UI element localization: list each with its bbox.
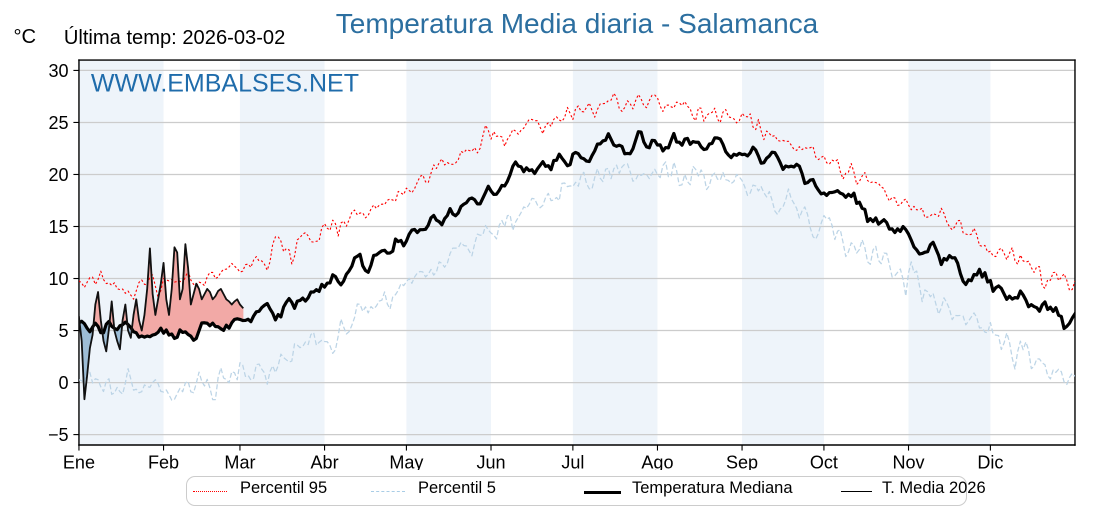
svg-text:Jul: Jul <box>561 452 584 470</box>
svg-text:Nov: Nov <box>892 452 924 470</box>
svg-text:Feb: Feb <box>148 452 179 470</box>
svg-text:Sep: Sep <box>726 452 758 470</box>
svg-text:20: 20 <box>48 165 68 185</box>
svg-text:−5: −5 <box>48 425 69 445</box>
svg-text:15: 15 <box>48 217 68 237</box>
svg-text:Mar: Mar <box>224 452 255 470</box>
svg-text:25: 25 <box>48 113 68 133</box>
svg-text:Abr: Abr <box>311 452 339 470</box>
svg-text:0: 0 <box>58 373 68 393</box>
svg-text:WWW.EMBALSES.NET: WWW.EMBALSES.NET <box>91 70 359 98</box>
svg-text:5: 5 <box>58 321 68 341</box>
svg-text:30: 30 <box>48 61 68 81</box>
svg-text:Jun: Jun <box>476 452 505 470</box>
svg-text:Oct: Oct <box>810 452 838 470</box>
svg-text:May: May <box>389 452 423 470</box>
svg-text:Ene: Ene <box>63 452 95 470</box>
svg-text:Última temp: 2026-03-02: Última temp: 2026-03-02 <box>64 26 285 49</box>
svg-text:10: 10 <box>48 269 68 289</box>
svg-text:°C: °C <box>13 26 36 48</box>
svg-text:Dic: Dic <box>977 452 1003 470</box>
svg-text:Ago: Ago <box>641 452 673 470</box>
